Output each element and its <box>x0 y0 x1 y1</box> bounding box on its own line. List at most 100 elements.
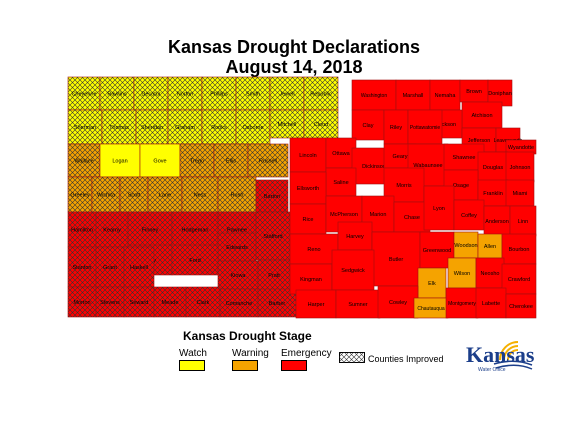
county-label: Saline <box>333 180 348 186</box>
county-label: Cherokee <box>509 304 533 310</box>
county-label: Wichita <box>97 193 116 199</box>
county-shape <box>505 179 535 207</box>
county-pottawatomie: Pottawatomie <box>407 109 443 145</box>
county-label: Seward <box>130 300 149 306</box>
county-label: Douglas <box>483 165 503 171</box>
county-improved-hatch <box>214 144 248 177</box>
county-doniphan: Doniphan <box>487 79 513 107</box>
county-hamilton: Hamilton <box>67 211 97 248</box>
county-stafford: Stafford <box>255 211 291 261</box>
county-label: Jewell <box>279 92 294 98</box>
county-sherman: Sherman <box>67 109 103 145</box>
county-label: Kingman <box>300 277 322 283</box>
logo-subtitle: Water Office <box>478 367 506 373</box>
county-allen: Allen <box>477 233 503 259</box>
county-miami: Miami <box>505 179 535 207</box>
county-anderson: Anderson <box>483 205 511 237</box>
county-norton: Norton <box>167 76 203 111</box>
county-label: Sheridan <box>141 125 163 131</box>
county-improved-hatch <box>100 77 134 110</box>
county-label: Greeley <box>70 193 90 199</box>
county-label: Reno <box>307 247 320 253</box>
county-shape <box>501 233 537 265</box>
county-label: Marion <box>370 212 387 218</box>
county-label: Wabaunsee <box>413 163 442 169</box>
county-improved-hatch <box>182 177 218 212</box>
county-russell: Russell <box>247 143 289 178</box>
map-title: Kansas Drought Declarations <box>167 37 421 57</box>
county-improved-hatch <box>220 289 258 317</box>
county-label: Pottawatomie <box>410 125 441 131</box>
county-label: Brown <box>466 89 482 95</box>
county-improved-hatch <box>256 180 288 212</box>
county-wilson: Wilson <box>447 257 477 289</box>
county-shape <box>337 221 373 251</box>
county-improved-hatch <box>258 289 296 317</box>
county-label: Stevens <box>100 300 120 306</box>
county-label: Edwards <box>226 245 248 251</box>
county-shape <box>505 151 535 183</box>
legend-emergency-label: Emergency <box>281 348 332 359</box>
county-label: Stanton <box>73 265 92 271</box>
county-label: Linn <box>518 219 528 225</box>
county-logan: Logan <box>99 143 141 178</box>
county-montgomery: Montgomery <box>445 287 479 319</box>
county-improved-hatch <box>148 177 182 212</box>
county-label: Wallace <box>74 159 93 165</box>
county-shape <box>423 185 455 231</box>
county-gove: Gove <box>139 143 181 178</box>
county-shape <box>447 257 477 289</box>
county-cloud: Cloud <box>303 109 339 139</box>
legend-emergency-swatch <box>281 360 307 371</box>
county-label: Mitchell <box>278 122 297 128</box>
logo-wordmark: Kansas <box>466 342 535 367</box>
county-improved-hatch <box>248 144 288 177</box>
county-label: Marshall <box>403 93 424 99</box>
county-finney: Finney <box>127 211 173 248</box>
county-shape <box>501 263 537 295</box>
county-shape <box>407 109 443 145</box>
county-improved-hatch <box>256 212 290 260</box>
county-improved-hatch <box>68 110 102 144</box>
county-label: Haskell <box>130 265 148 271</box>
county-label: Miami <box>513 191 528 197</box>
sunrise-logo-icon <box>493 341 533 370</box>
county-shape <box>295 289 337 319</box>
county-trego: Trego <box>179 143 215 178</box>
county-label: Gove <box>153 159 166 165</box>
county-pratt: Pratt <box>257 259 291 291</box>
county-lyon: Lyon <box>423 185 455 231</box>
county-improved-hatch <box>96 287 124 317</box>
county-bourbon: Bourbon <box>501 233 537 265</box>
county-elk: Elk <box>417 267 447 299</box>
county-shape <box>453 199 485 231</box>
county-label: Pratt <box>268 273 280 279</box>
county-improved-hatch <box>168 110 202 144</box>
county-linn: Linn <box>509 205 537 237</box>
county-improved-hatch <box>186 287 220 317</box>
county-label: Cowley <box>389 300 407 306</box>
legend-watch-swatch <box>179 360 205 371</box>
county-label: Labette <box>482 301 500 307</box>
county-label: Hamilton <box>71 228 93 234</box>
county-washington: Washington <box>351 79 397 111</box>
county-label: Chase <box>404 215 420 221</box>
county-rush: Rush <box>217 176 257 213</box>
county-label: Grant <box>103 265 117 271</box>
county-shape <box>453 231 479 259</box>
legend-warning-label: Warning <box>232 348 269 359</box>
county-crawford: Crawford <box>501 263 537 295</box>
county-label: Kearny <box>103 228 121 234</box>
county-label: Graham <box>175 125 195 131</box>
county-label: Smith <box>246 92 260 98</box>
county-label: Anderson <box>485 219 509 225</box>
county-label: Barton <box>264 194 280 200</box>
county-label: Sumner <box>348 302 367 308</box>
county-republic: Republic <box>303 76 339 111</box>
county-clay: Clay <box>351 109 385 141</box>
county-shape <box>371 231 421 287</box>
county-improved-hatch <box>68 287 96 317</box>
county-improved-hatch <box>68 212 96 247</box>
county-label: Wilson <box>454 271 471 277</box>
